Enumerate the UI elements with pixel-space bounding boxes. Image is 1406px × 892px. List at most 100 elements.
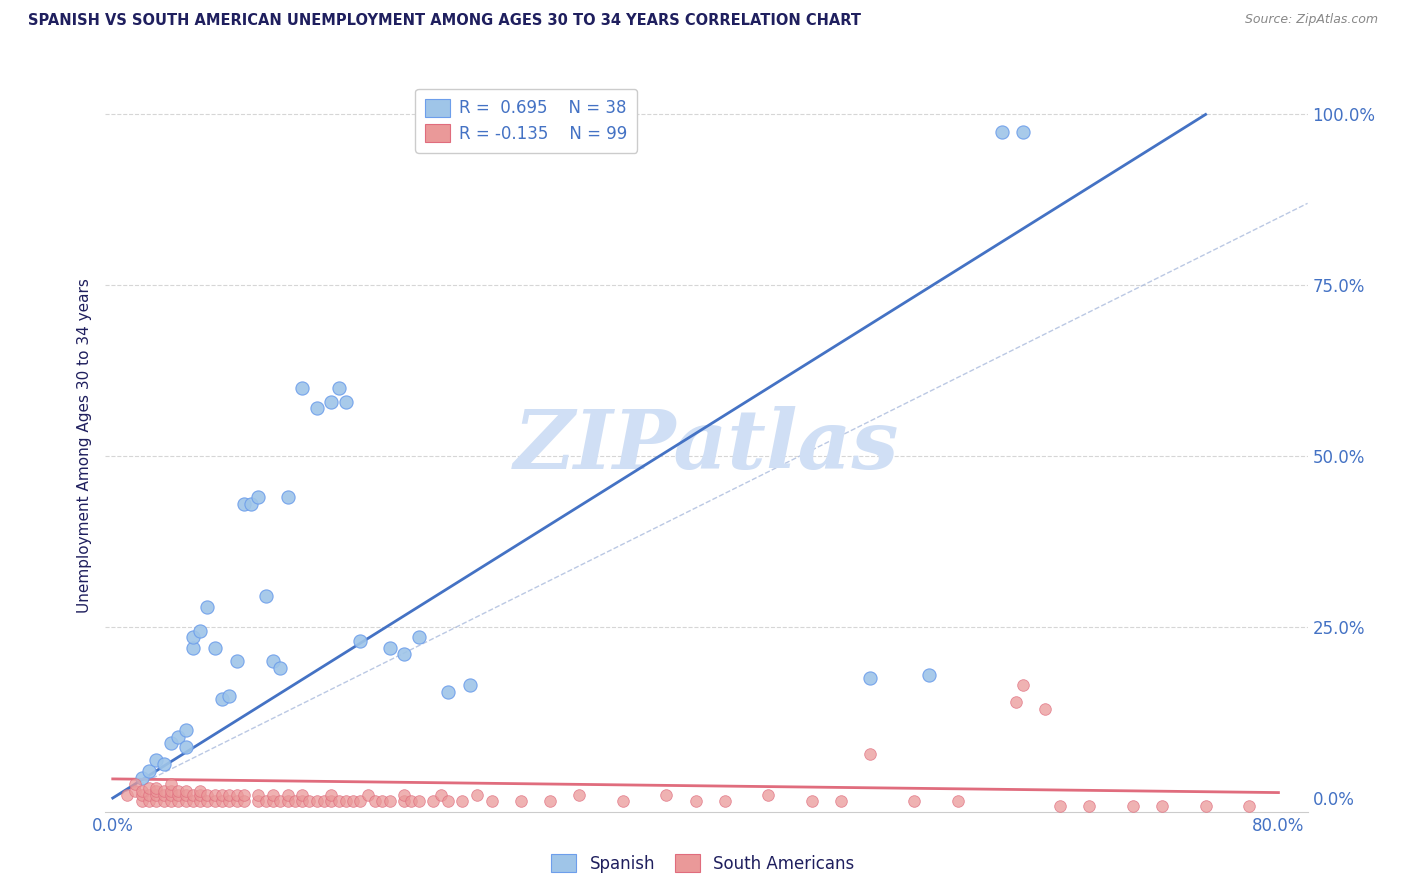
Point (197, 788, 219, 802)
Point (145, 784, 167, 798)
Point (225, 654, 247, 668)
Point (152, 795, 174, 809)
Point (349, 795, 371, 809)
Point (328, 795, 350, 809)
Point (291, 795, 314, 809)
Point (152, 784, 174, 798)
Point (509, 795, 531, 809)
Text: ZIPatlas: ZIPatlas (513, 406, 900, 486)
Point (655, 788, 678, 802)
Point (124, 784, 146, 798)
Point (211, 795, 233, 809)
Point (131, 795, 153, 809)
Point (188, 784, 211, 798)
Point (371, 795, 394, 809)
Y-axis label: Unemployment Among Ages 30 to 34 years: Unemployment Among Ages 30 to 34 years (77, 278, 93, 614)
Point (204, 795, 226, 809)
Point (408, 795, 430, 809)
Point (145, 780, 167, 795)
Point (138, 788, 160, 802)
Point (232, 497, 254, 511)
Point (138, 795, 160, 809)
Point (568, 788, 591, 802)
Point (284, 795, 307, 809)
Point (458, 678, 481, 692)
Point (465, 788, 488, 802)
Point (378, 795, 401, 809)
Point (152, 756, 174, 771)
Point (232, 788, 254, 802)
Point (335, 394, 357, 409)
Point (277, 795, 299, 809)
Point (328, 381, 350, 395)
Point (481, 795, 503, 809)
Point (335, 795, 357, 809)
Point (277, 490, 299, 504)
Point (408, 631, 430, 645)
Point (240, 497, 263, 511)
Legend: R =  0.695    N = 38, R = -0.135    N = 99: R = 0.695 N = 38, R = -0.135 N = 99 (415, 88, 637, 153)
Point (197, 599, 219, 614)
Point (758, 788, 780, 802)
Point (357, 788, 380, 802)
Point (181, 631, 204, 645)
Point (321, 788, 343, 802)
Point (1194, 799, 1216, 814)
Point (1012, 124, 1035, 138)
Point (174, 788, 197, 802)
Point (298, 795, 321, 809)
Point (225, 795, 247, 809)
Point (262, 795, 284, 809)
Point (1005, 695, 1028, 709)
Point (181, 788, 204, 802)
Point (1012, 678, 1035, 692)
Point (124, 777, 146, 791)
Point (117, 788, 139, 802)
Point (859, 747, 882, 761)
Point (131, 784, 153, 798)
Point (946, 795, 969, 809)
Point (247, 795, 270, 809)
Point (321, 795, 343, 809)
Point (197, 795, 219, 809)
Point (181, 640, 204, 655)
Point (830, 795, 852, 809)
Point (204, 640, 226, 655)
Point (392, 648, 415, 662)
Point (378, 640, 401, 655)
Point (225, 788, 247, 802)
Point (1239, 799, 1261, 814)
Point (232, 795, 254, 809)
Point (188, 788, 211, 802)
Point (188, 624, 211, 638)
Point (160, 736, 183, 750)
Point (174, 739, 197, 754)
Point (160, 788, 183, 802)
Point (218, 795, 240, 809)
Point (1033, 702, 1056, 716)
Text: Source: ZipAtlas.com: Source: ZipAtlas.com (1244, 13, 1378, 27)
Point (859, 672, 882, 686)
Point (204, 788, 226, 802)
Point (801, 795, 824, 809)
Point (342, 795, 364, 809)
Point (145, 754, 167, 768)
Point (167, 784, 190, 798)
Point (247, 490, 270, 504)
Point (918, 668, 941, 682)
Point (392, 795, 415, 809)
Point (401, 795, 423, 809)
Point (1078, 799, 1101, 814)
Point (262, 788, 284, 802)
Point (305, 401, 328, 416)
Point (167, 730, 190, 744)
Point (1049, 799, 1071, 814)
Point (174, 784, 197, 798)
Point (152, 788, 174, 802)
Point (167, 788, 190, 802)
Point (291, 381, 314, 395)
Point (903, 795, 925, 809)
Point (160, 795, 183, 809)
Point (131, 771, 153, 785)
Point (247, 788, 270, 802)
